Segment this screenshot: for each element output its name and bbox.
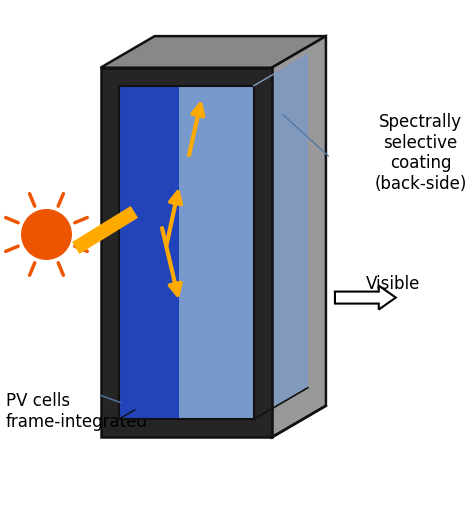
Text: PV cells
frame-integrated: PV cells frame-integrated [6,392,148,431]
Polygon shape [272,36,326,437]
Polygon shape [100,36,326,68]
Polygon shape [100,68,272,437]
Polygon shape [118,86,180,419]
Text: Visible: Visible [366,275,421,293]
Text: Spectrally
selective
coating
(back-side): Spectrally selective coating (back-side) [374,113,467,193]
Polygon shape [180,86,254,419]
Polygon shape [335,286,396,309]
Circle shape [22,210,71,259]
Polygon shape [254,54,308,419]
